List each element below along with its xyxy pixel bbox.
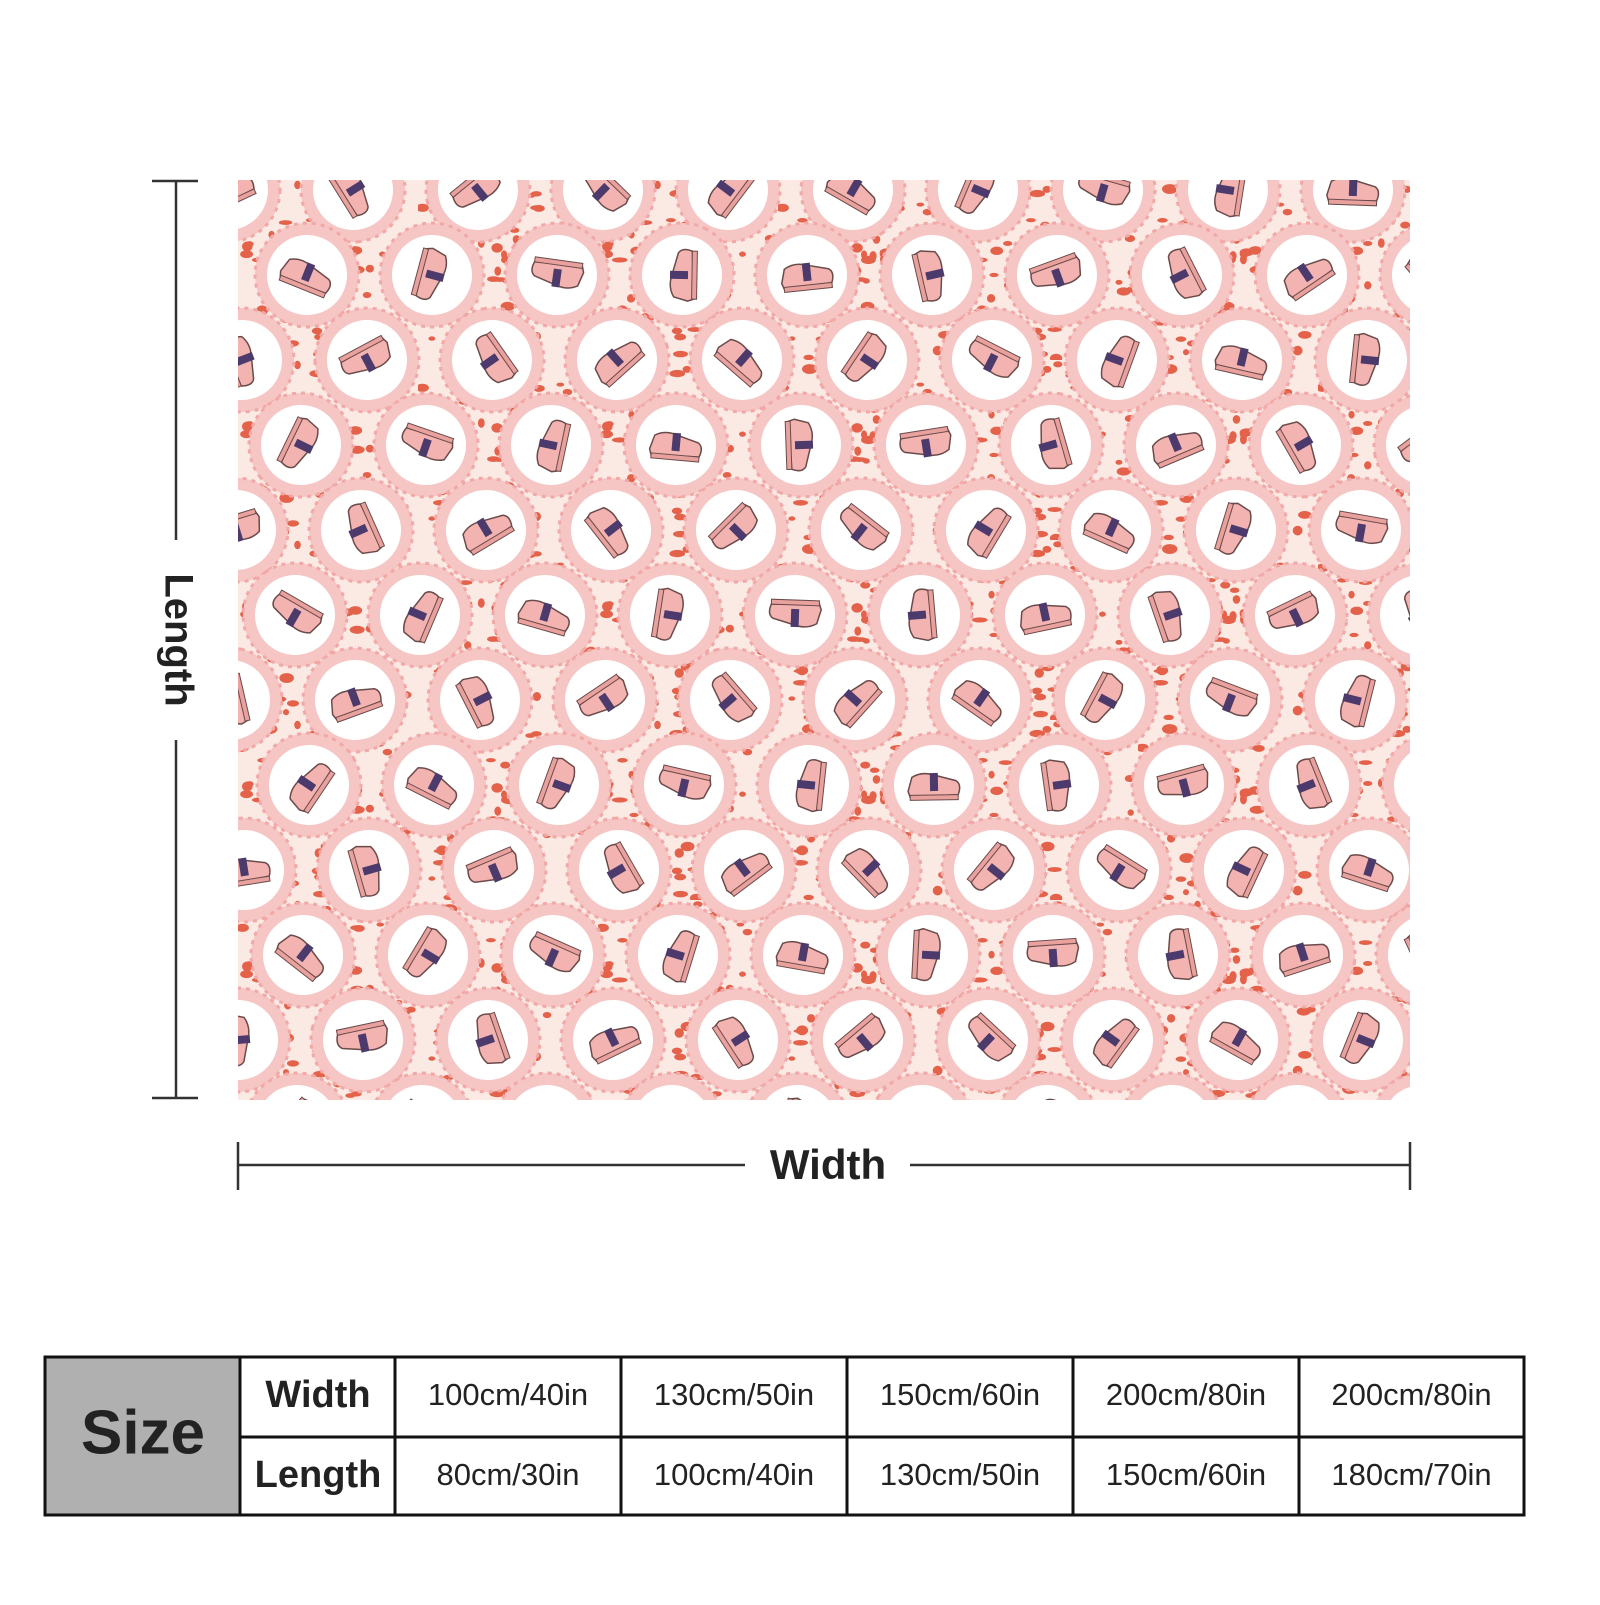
medallion xyxy=(1374,901,1410,1009)
size-value: 180cm/70in xyxy=(1331,1457,1491,1492)
size-value: 200cm/80in xyxy=(1106,1377,1266,1412)
size-value: 80cm/30in xyxy=(436,1457,579,1492)
size-value: 100cm/40in xyxy=(654,1457,814,1492)
width-label: Width xyxy=(770,1141,886,1188)
size-title: Size xyxy=(81,1398,205,1467)
blanket xyxy=(238,180,1410,1100)
size-value: 150cm/60in xyxy=(880,1377,1040,1412)
length-label: Length xyxy=(156,573,200,706)
size-value: 200cm/80in xyxy=(1331,1377,1491,1412)
medallion xyxy=(238,180,282,244)
size-table: Size Width Length 100cm/40in 130cm/50in 150c… xyxy=(43,1355,1526,1517)
length-bracket xyxy=(152,179,198,1100)
width-bracket xyxy=(236,1142,1412,1190)
size-value: 130cm/50in xyxy=(654,1377,814,1412)
table-grid xyxy=(43,1355,1526,1517)
size-cell xyxy=(45,1357,240,1515)
size-value: 150cm/60in xyxy=(1106,1457,1266,1492)
size-value: 130cm/50in xyxy=(880,1457,1040,1492)
size-value: 100cm/40in xyxy=(428,1377,588,1412)
row-header: Width xyxy=(265,1374,370,1416)
row-header: Length xyxy=(255,1454,382,1496)
